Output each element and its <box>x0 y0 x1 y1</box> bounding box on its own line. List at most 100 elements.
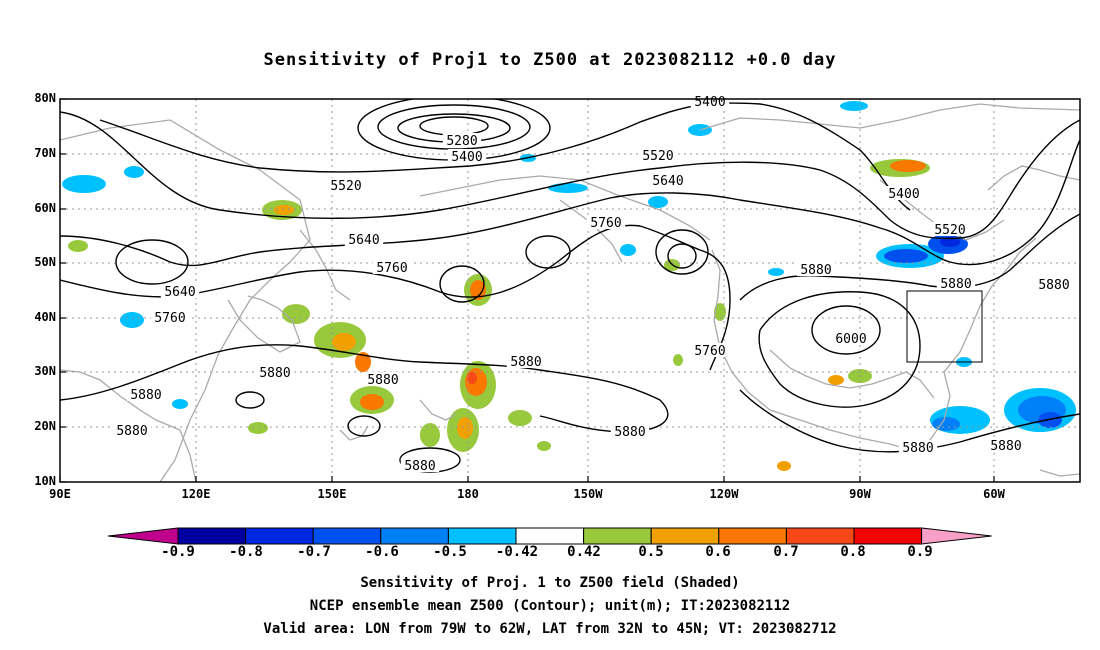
coastlines <box>60 103 1080 482</box>
contour-label: 5880 <box>1038 278 1069 293</box>
contour-label-bg <box>363 372 403 386</box>
colorbar-label: 0.42 <box>567 544 601 560</box>
lon-label-150w: 150W <box>573 487 603 501</box>
lon-label-60w: 60W <box>983 487 1005 501</box>
contour-label: 5880 <box>510 355 541 370</box>
colorbar-low-cap <box>107 527 179 545</box>
axis-ticks <box>59 98 995 483</box>
contour-label-bg <box>150 310 190 324</box>
colorbar-segment <box>380 527 449 545</box>
contour-label-bg <box>690 343 730 357</box>
contour-label: 5520 <box>330 179 361 194</box>
lat-label-60n: 60N <box>34 201 56 215</box>
colorbar-segment <box>650 527 720 545</box>
colorbar-label: 0.5 <box>638 544 664 560</box>
footer-line-1: Sensitivity of Proj. 1 to Z500 field (Sh… <box>360 575 740 591</box>
colorbar-label: 0.6 <box>705 544 731 560</box>
contour-label-bg <box>506 354 546 368</box>
colorbar-label: 0.9 <box>907 544 933 560</box>
colorbar <box>107 527 992 545</box>
contour-label-bg <box>930 222 970 236</box>
positive-shading <box>68 159 930 471</box>
lon-label-120w: 120W <box>709 487 739 501</box>
contour-label-bg <box>112 423 152 437</box>
contour-label-bg <box>884 186 924 200</box>
lat-label-40n: 40N <box>34 310 56 324</box>
contour-label-bg <box>160 284 200 298</box>
contour-label: 5400 <box>694 95 725 110</box>
contour-label-bg <box>255 365 295 379</box>
contour-label-bg <box>126 387 166 401</box>
contour-label: 6000 <box>835 332 866 347</box>
footer-line-2: NCEP ensemble mean Z500 (Contour); unit(… <box>309 598 791 614</box>
colorbar-segment <box>718 527 787 545</box>
contour-label: 5880 <box>259 366 290 381</box>
colorbar-label: -0.6 <box>365 544 399 560</box>
plot-frame <box>59 98 1081 483</box>
lon-label-180: 180 <box>457 487 479 501</box>
grid-lines <box>60 99 1080 482</box>
contour-label: 5880 <box>902 441 933 456</box>
contour-label-bg <box>898 440 938 454</box>
contour-label: 5880 <box>614 425 645 440</box>
lat-label-10n: 10N <box>34 474 56 488</box>
contour-label-bg <box>648 173 688 187</box>
colorbar-segment <box>447 527 517 545</box>
negative-shading <box>62 101 1076 434</box>
contour-label: 5760 <box>154 311 185 326</box>
contour-label: 5520 <box>642 149 673 164</box>
contour-label-bg <box>796 262 836 276</box>
plot-title: Sensitivity of Proj1 to Z500 at 20230821… <box>263 50 837 70</box>
contour-label: 5760 <box>376 261 407 276</box>
footer-line-3: Valid area: LON from 79W to 62W, LAT fro… <box>263 621 837 637</box>
contour-label: 5880 <box>990 439 1021 454</box>
contour-label: 5760 <box>694 344 725 359</box>
z500-contours <box>60 99 1080 473</box>
contour-label-bg <box>986 438 1026 452</box>
lon-label-150e: 150E <box>317 487 347 501</box>
contour-label: 5880 <box>116 424 147 439</box>
colorbar-segment <box>312 527 382 545</box>
colorbar-segment <box>245 527 314 545</box>
contour-label: 5760 <box>590 216 621 231</box>
contour-label-bg <box>586 215 626 229</box>
contour-label: 5640 <box>652 174 683 189</box>
contour-label-bg <box>936 276 976 290</box>
lat-label-30n: 30N <box>34 364 56 378</box>
contour-label: 5880 <box>367 373 398 388</box>
colorbar-high-cap <box>921 527 992 545</box>
contour-label-bg <box>442 133 482 147</box>
contour-label: 5880 <box>800 263 831 278</box>
colorbar-segment <box>785 527 855 545</box>
colorbar-label: -0.9 <box>161 544 195 560</box>
sensitivity-shading <box>62 101 1076 471</box>
contour-label: 5520 <box>934 223 965 238</box>
contour-label-bg <box>638 148 678 162</box>
colorbar-label: 0.7 <box>773 544 799 560</box>
contour-label-bg <box>400 458 440 472</box>
contour-label-bg <box>610 424 650 438</box>
lat-label-80n: 80N <box>34 91 56 105</box>
contour-label-bg <box>831 331 871 345</box>
colorbar-segment <box>515 527 585 545</box>
contour-label-bg <box>690 94 730 108</box>
contour-label: 5400 <box>888 187 919 202</box>
lon-label-90w: 90W <box>849 487 871 501</box>
colorbar-segment <box>177 527 247 545</box>
colorbar-segment <box>583 527 652 545</box>
contour-label-bg <box>326 178 366 192</box>
valid-area-box <box>906 290 983 363</box>
lon-label-120e: 120E <box>181 487 211 501</box>
contour-label: 5640 <box>348 233 379 248</box>
contour-label-bg <box>372 260 412 274</box>
contour-label: 5880 <box>130 388 161 403</box>
contour-label: 5280 <box>446 134 477 149</box>
contour-label-bg <box>447 149 487 163</box>
colorbar-label: -0.42 <box>495 544 539 560</box>
contour-label: 5400 <box>451 150 482 165</box>
contour-label-bg <box>344 232 384 246</box>
contour-label: 5880 <box>404 459 435 474</box>
contour-labels: 5400528054005520552056405760564057605880… <box>112 94 1074 474</box>
colorbar-label: 0.8 <box>840 544 866 560</box>
